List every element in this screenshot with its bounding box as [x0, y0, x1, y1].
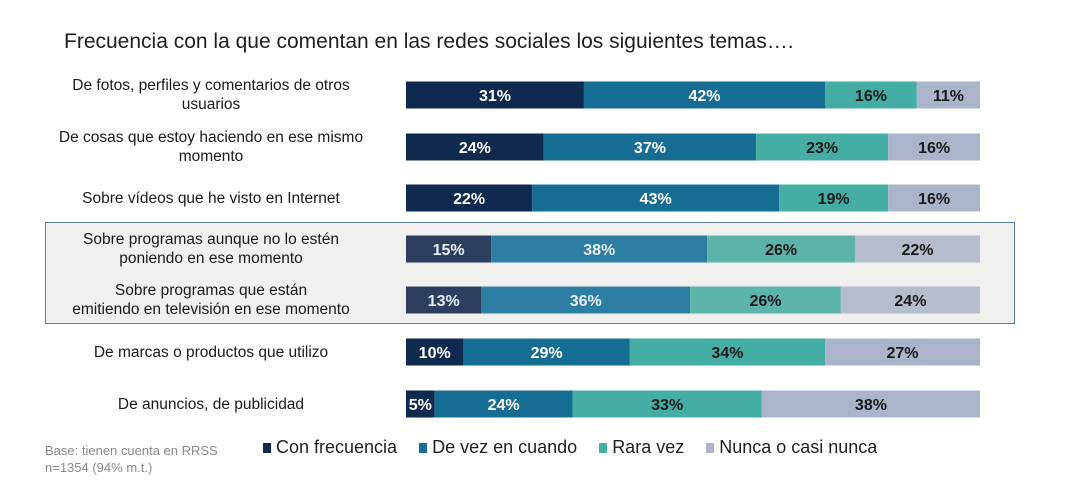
bar-segment — [690, 286, 841, 314]
data-label: 37% — [634, 140, 666, 157]
legend-label: Con frecuencia — [276, 437, 398, 457]
base-note-line-2: n=1354 (94% m.t.) — [45, 460, 153, 475]
bar-segment — [481, 286, 691, 314]
bar-segment — [761, 390, 980, 418]
bar-segment — [406, 286, 482, 314]
data-label: 22% — [901, 242, 933, 259]
bar-segment — [888, 133, 980, 161]
bar-segment — [463, 338, 630, 366]
legend-swatch — [706, 442, 715, 453]
category-label: De cosas que estoy haciendo en ese mismo… — [31, 128, 391, 166]
data-label: 23% — [806, 140, 838, 157]
bar-segment — [888, 184, 980, 212]
bar-segment — [779, 184, 889, 212]
legend-label: De vez en cuando — [432, 437, 578, 457]
data-label: 34% — [711, 345, 743, 362]
bar-segment — [543, 133, 757, 161]
data-label: 26% — [749, 293, 781, 310]
bar-segment — [707, 235, 855, 263]
data-label: 31% — [479, 88, 511, 105]
data-label: 10% — [419, 345, 451, 362]
data-label: 16% — [918, 140, 950, 157]
data-label: 24% — [488, 397, 520, 414]
category-label: De fotos, perfiles y comentarios de otro… — [31, 76, 391, 114]
data-label: 38% — [583, 242, 615, 259]
category-label-line: Sobre programas que están — [114, 282, 308, 299]
data-label: 22% — [453, 191, 485, 208]
bar-segment — [532, 184, 780, 212]
category-label-line: De marcas o productos que utilizo — [93, 343, 329, 361]
bar-segment — [406, 338, 464, 366]
base-note-line-1: Base: tienen cuenta en RRSS — [45, 443, 218, 458]
bar-segment — [916, 81, 980, 109]
data-label: 43% — [640, 191, 672, 208]
bar-segment — [491, 235, 708, 263]
category-label: De marcas o productos que utilizo — [31, 343, 391, 362]
bar-segment — [406, 390, 435, 418]
bar-segment — [825, 81, 917, 109]
data-label: 33% — [651, 397, 683, 414]
data-label: 29% — [531, 345, 563, 362]
legend-swatch — [599, 442, 608, 453]
data-label: 27% — [886, 345, 918, 362]
category-label-line: momento — [178, 148, 244, 165]
data-label: 5% — [409, 397, 432, 414]
legend-label: Rara vez — [612, 437, 685, 457]
bar-segment — [572, 390, 762, 418]
category-label-line: emitiendo en televisión en ese momento — [72, 301, 350, 318]
bar-segment — [406, 235, 492, 263]
category-label: Sobre programas que están emitiendo en te… — [31, 281, 391, 319]
bar-segment — [629, 338, 826, 366]
data-label: 36% — [570, 293, 602, 310]
legend-item: Rara vez — [599, 437, 684, 458]
category-label: De anuncios, de publicidad — [31, 395, 391, 414]
legend-swatch — [263, 442, 271, 453]
data-label: 16% — [855, 88, 887, 105]
bar-segment — [825, 338, 980, 366]
legend-item: Nunca o casi nunca — [706, 437, 877, 458]
bar-segment — [406, 184, 533, 212]
legend-item: Con frecuencia — [263, 437, 397, 458]
bar-segment — [840, 286, 980, 314]
legend-label: Nunca o casi nunca — [719, 437, 878, 457]
data-label: 42% — [688, 88, 720, 105]
bar-segment — [406, 81, 584, 109]
data-label: 26% — [765, 242, 797, 259]
bar-segment — [854, 235, 980, 263]
category-label-line: De anuncios, de publicidad — [117, 395, 305, 413]
category-label-line: Sobre programas aunque no lo estén — [83, 231, 339, 248]
data-label: 24% — [894, 293, 926, 310]
data-label: 16% — [918, 191, 950, 208]
data-label: 13% — [428, 293, 460, 310]
base-note: Base: tienen cuenta en RRSS n=1354 (94% … — [45, 442, 218, 476]
category-label: Sobre programas aunque no lo estén ponien… — [31, 230, 391, 268]
bar-segment — [756, 133, 889, 161]
bar-segment — [406, 133, 544, 161]
category-label-line: De fotos, perfiles y comentarios de otro… — [72, 77, 350, 94]
bar-segment — [583, 81, 826, 109]
data-label: 11% — [933, 88, 964, 105]
legend-swatch — [419, 442, 428, 453]
chart-title: Frecuencia con la que comentan en las re… — [64, 30, 794, 53]
bar-segment — [434, 390, 573, 418]
category-label-line: Sobre vídeos que he visto en Internet — [82, 189, 340, 207]
legend-item: De vez en cuando — [419, 437, 577, 458]
data-label: 24% — [459, 140, 491, 157]
category-label-line: De cosas que estoy haciendo en ese mismo — [58, 129, 364, 146]
legend: Con frecuencia De vez en cuando Rara vez Nu… — [263, 437, 899, 458]
data-label: 19% — [818, 191, 850, 208]
category-label-line: usuarios — [181, 96, 241, 113]
data-label: 15% — [433, 242, 465, 259]
data-label: 38% — [855, 397, 887, 414]
category-label-line: poniendo en ese momento — [119, 250, 303, 267]
category-label: Sobre vídeos que he visto en Internet — [31, 189, 391, 208]
